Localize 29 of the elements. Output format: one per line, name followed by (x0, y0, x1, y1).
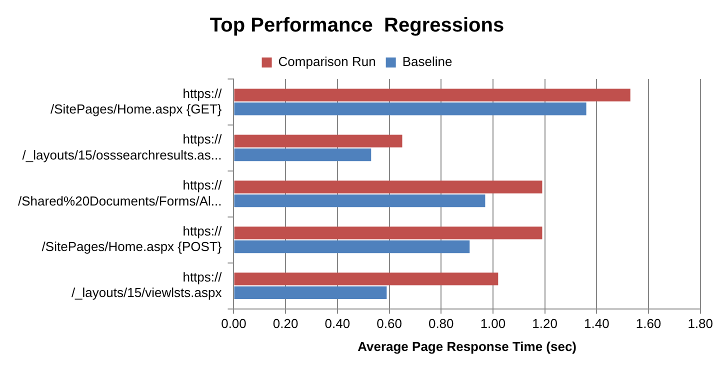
bar (234, 180, 542, 194)
y-tick-label: https:// /_layouts/15/osssearchresults.as... (22, 132, 222, 162)
bar (234, 102, 586, 116)
x-tick-label: 0.00 (221, 316, 246, 332)
bar (234, 194, 486, 208)
x-tick-label: 0.60 (376, 316, 402, 332)
x-tick-label: 0.20 (272, 316, 298, 332)
y-tick-label: https:// /Shared%20Documents/Forms/Al... (18, 178, 222, 208)
bar (234, 226, 542, 240)
bar (234, 240, 470, 254)
y-tick-label: https:// /SitePages/Home.aspx {POST} (42, 224, 222, 254)
y-tick-label: https:// /_layouts/15/viewlsts.aspx (71, 270, 222, 300)
x-tick-label: 1.80 (688, 316, 714, 332)
x-tick-label: 1.00 (480, 316, 506, 332)
y-tick-label: https:// /SitePages/Home.aspx {GET} (50, 86, 222, 116)
bar (234, 286, 387, 300)
x-axis-title: Average Page Response Time (sec) (358, 338, 577, 354)
x-tick-label: 1.40 (584, 316, 610, 332)
x-tick-label: 0.80 (428, 316, 454, 332)
x-tick-label: 1.60 (636, 316, 662, 332)
x-tick-label: 1.20 (532, 316, 558, 332)
bar (234, 148, 372, 162)
bar (234, 88, 630, 102)
legend-label: Baseline (402, 54, 452, 70)
chart-title: Top Performance Regressions (210, 14, 504, 37)
bar (234, 272, 498, 286)
bar (234, 134, 402, 148)
x-tick-label: 0.40 (324, 316, 350, 332)
legend-label: Comparison Run (278, 54, 376, 70)
